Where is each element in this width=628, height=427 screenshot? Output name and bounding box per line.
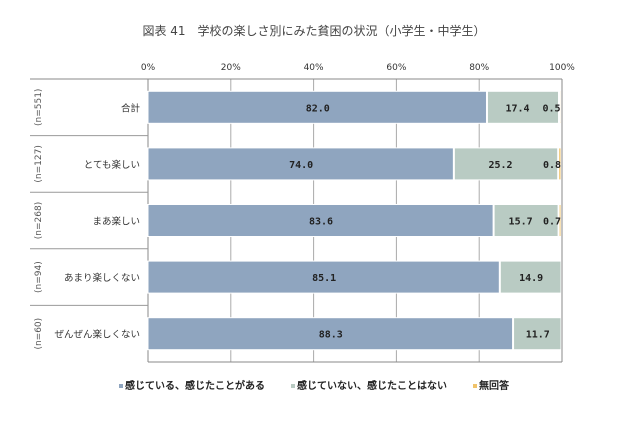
bar-segment <box>499 260 562 294</box>
legend-item: 無回答 <box>473 377 509 392</box>
category-label: ぜんぜん楽しくない <box>54 329 140 341</box>
bar-segment <box>147 147 454 181</box>
x-tick-label: 20% <box>221 63 241 73</box>
bar-segment <box>493 204 559 237</box>
x-tick-label: 0% <box>141 63 156 73</box>
bar-segment <box>147 204 494 237</box>
data-label: 85.1 <box>312 273 336 284</box>
n-label: (n=60) <box>34 318 44 350</box>
x-tick-label: 40% <box>304 63 324 73</box>
bar-segment <box>147 317 514 351</box>
data-label: 0.7 <box>543 217 561 228</box>
legend-label: 感じていない、感じたことはない <box>297 381 447 392</box>
category-label: 合計 <box>121 102 141 114</box>
legend-swatch <box>473 384 477 388</box>
legend-item: 感じている、感じたことがある <box>119 377 265 392</box>
x-tick-label: 60% <box>386 63 406 73</box>
bar-segment <box>147 260 500 294</box>
chart-title: 図表 41 学校の楽しさ別にみた貧困の状況（小学生・中学生） <box>142 24 486 38</box>
data-label: 0.8 <box>543 160 561 171</box>
n-label: (n=127) <box>34 145 44 182</box>
n-label: (n=94) <box>34 261 44 293</box>
data-label: 25.2 <box>488 160 512 171</box>
data-label: 0.5 <box>543 103 561 114</box>
bar-segment <box>558 204 562 237</box>
data-label: 11.7 <box>526 330 550 341</box>
x-tick-label: 80% <box>469 63 489 73</box>
data-label: 83.6 <box>309 217 333 228</box>
data-label: 88.3 <box>319 330 343 341</box>
legend-label: 感じている、感じたことがある <box>125 381 265 392</box>
data-label: 82.0 <box>306 103 330 114</box>
category-label: まあ楽しい <box>92 216 140 228</box>
n-label: (n=551) <box>34 89 44 126</box>
legend-label: 無回答 <box>479 381 509 392</box>
data-label: 74.0 <box>289 160 313 171</box>
category-label: あまり楽しくない <box>64 272 140 284</box>
n-label: (n=268) <box>34 202 44 239</box>
bar-segment <box>147 90 487 124</box>
data-label: 17.4 <box>505 103 529 114</box>
legend-swatch <box>291 384 295 388</box>
legend: 感じている、感じたことがある 感じていない、感じたことはない 無回答 <box>0 377 628 392</box>
data-label: 15.7 <box>509 217 533 228</box>
bar-segment <box>558 147 562 181</box>
x-tick-label: 100% <box>549 63 575 73</box>
legend-swatch <box>119 384 123 388</box>
data-label: 14.9 <box>519 273 543 284</box>
bar-segment <box>513 317 562 351</box>
bar-segment <box>486 90 560 124</box>
bar-segment <box>453 147 559 181</box>
category-label: とても楽しい <box>84 159 140 171</box>
legend-item: 感じていない、感じたことはない <box>291 377 447 392</box>
bar-segment <box>559 90 562 124</box>
